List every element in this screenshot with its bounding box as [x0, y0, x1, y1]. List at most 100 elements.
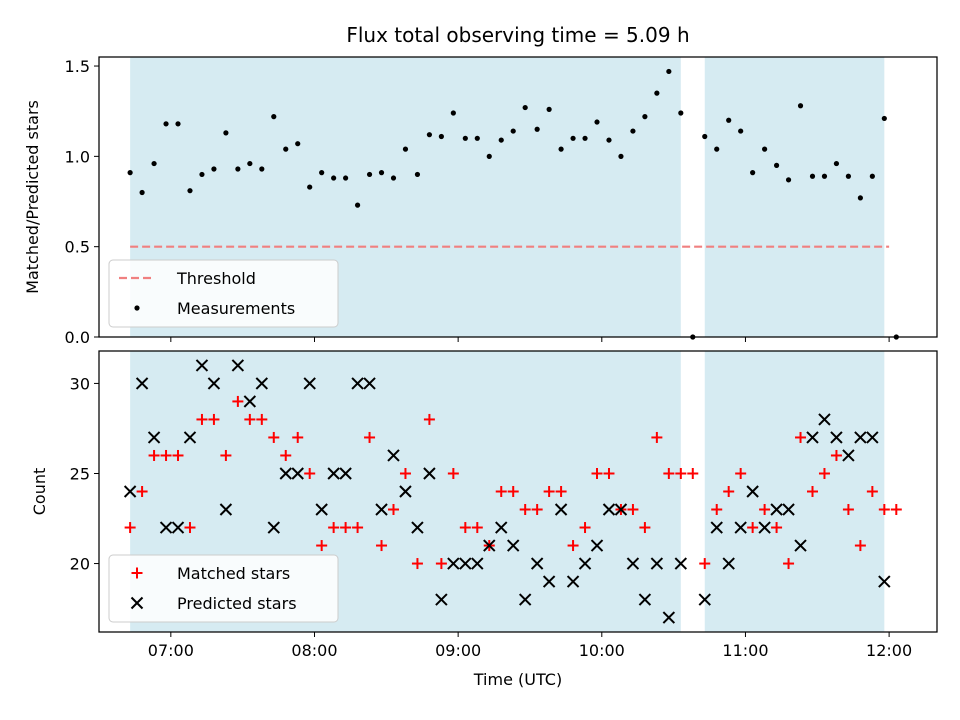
matched-star-point: [663, 467, 675, 479]
measurement-point: [163, 121, 169, 127]
measurement-point: [630, 128, 636, 134]
predicted-star-point: [315, 503, 328, 516]
matched-star-point: [711, 504, 723, 516]
measurement-point: [857, 195, 863, 201]
matched-star-point: [328, 522, 340, 534]
predicted-star-point: [219, 503, 233, 516]
matched-star-point: [292, 431, 304, 443]
measurement-point: [378, 170, 385, 176]
matched-star-point: [352, 522, 364, 534]
measurement-point: [785, 177, 792, 183]
x-tick-label: 09:00: [435, 641, 481, 660]
measurement-point: [738, 128, 744, 134]
y-tick-label: 0.0: [65, 328, 90, 347]
matched-star-point: [208, 413, 220, 425]
measurement-point: [570, 135, 576, 141]
predicted-star-point: [878, 575, 891, 588]
matched-star-point: [627, 504, 639, 516]
predicted-star-point: [758, 521, 771, 534]
measurement-point: [354, 202, 361, 208]
measurement-point: [139, 189, 145, 196]
y-tick-label: 25: [70, 464, 90, 483]
measurement-point: [773, 162, 780, 168]
matched-star-point: [495, 486, 507, 497]
legend-swatch: [134, 305, 140, 311]
measurement-point: [869, 173, 875, 179]
predicted-star-point: [375, 503, 388, 516]
measurement-point: [259, 166, 265, 172]
predicted-star-point: [602, 503, 616, 516]
measurement-point: [498, 137, 504, 143]
predicted-star-point: [782, 503, 795, 516]
matched-star-point: [160, 449, 172, 461]
measurement-point: [474, 135, 480, 141]
y-tick-label: 1.0: [65, 147, 90, 166]
matched-star-point: [639, 522, 651, 534]
predicted-star-point: [734, 521, 747, 534]
predicted-star-point: [722, 557, 735, 570]
predicted-star-point: [339, 467, 352, 480]
predicted-star-point: [195, 359, 209, 372]
measurement-point: [127, 170, 133, 176]
measurement-point: [366, 171, 373, 178]
predicted-star-point: [626, 557, 640, 570]
matched-star-point: [723, 486, 735, 497]
predicted-star-point: [674, 557, 688, 570]
matched-star-point: [399, 467, 411, 479]
matched-star-point: [783, 558, 795, 570]
legend-swatch: [130, 596, 144, 610]
matched-star-point: [747, 522, 759, 534]
measurement-point: [833, 160, 840, 167]
measurement-point: [486, 153, 492, 159]
matched-star-point: [184, 522, 196, 534]
matched-star-point: [124, 522, 136, 534]
predicted-star-point: [171, 521, 185, 534]
matched-star-point: [795, 431, 807, 443]
matched-star-point: [854, 540, 866, 552]
matched-star-point: [172, 449, 184, 461]
matched-star-point: [866, 486, 878, 497]
matched-star-point: [244, 413, 256, 425]
measurement-point: [618, 153, 624, 159]
predicted-star-point: [614, 503, 628, 516]
matched-star-point: [280, 449, 292, 461]
predicted-star-point: [291, 467, 304, 480]
predicted-star-point: [842, 449, 855, 462]
predicted-star-point: [399, 485, 412, 498]
measurement-point: [726, 117, 732, 123]
matched-star-point: [411, 558, 423, 570]
matched-star-point: [148, 449, 160, 461]
matched-star-point: [340, 522, 352, 534]
bottom-y-axis-label: Count: [30, 468, 49, 516]
predicted-star-point: [818, 413, 831, 426]
matched-star-point: [735, 467, 747, 479]
matched-star-point: [771, 522, 783, 534]
measurement-point: [809, 173, 816, 179]
measurement-point: [821, 173, 828, 179]
predicted-star-point: [267, 521, 280, 534]
observing-interval-shade: [704, 351, 885, 632]
matched-star-point: [196, 413, 208, 425]
matched-star-point: [447, 467, 459, 479]
matched-star-point: [806, 486, 818, 497]
measurement-point: [438, 133, 444, 140]
measurement-point: [522, 104, 528, 111]
matched-star-point: [555, 486, 567, 497]
predicted-star-point: [279, 467, 292, 480]
bottom-x-axis-label: Time (UTC): [473, 670, 562, 689]
matched-star-point: [687, 467, 699, 479]
matched-star-point: [304, 467, 316, 479]
legend-label: Measurements: [177, 299, 295, 318]
matched-star-point: [387, 504, 399, 516]
matched-star-point: [256, 413, 268, 425]
legend-swatch: [131, 567, 143, 579]
measurement-point: [343, 175, 349, 181]
matched-star-point: [591, 467, 603, 479]
measurement-point: [558, 146, 564, 152]
measurement-point: [271, 114, 277, 120]
predicted-star-point: [483, 539, 496, 552]
bottom-legend: Matched stars Predicted stars: [108, 554, 339, 623]
predicted-star-point: [710, 521, 723, 534]
predicted-star-point: [806, 431, 819, 444]
